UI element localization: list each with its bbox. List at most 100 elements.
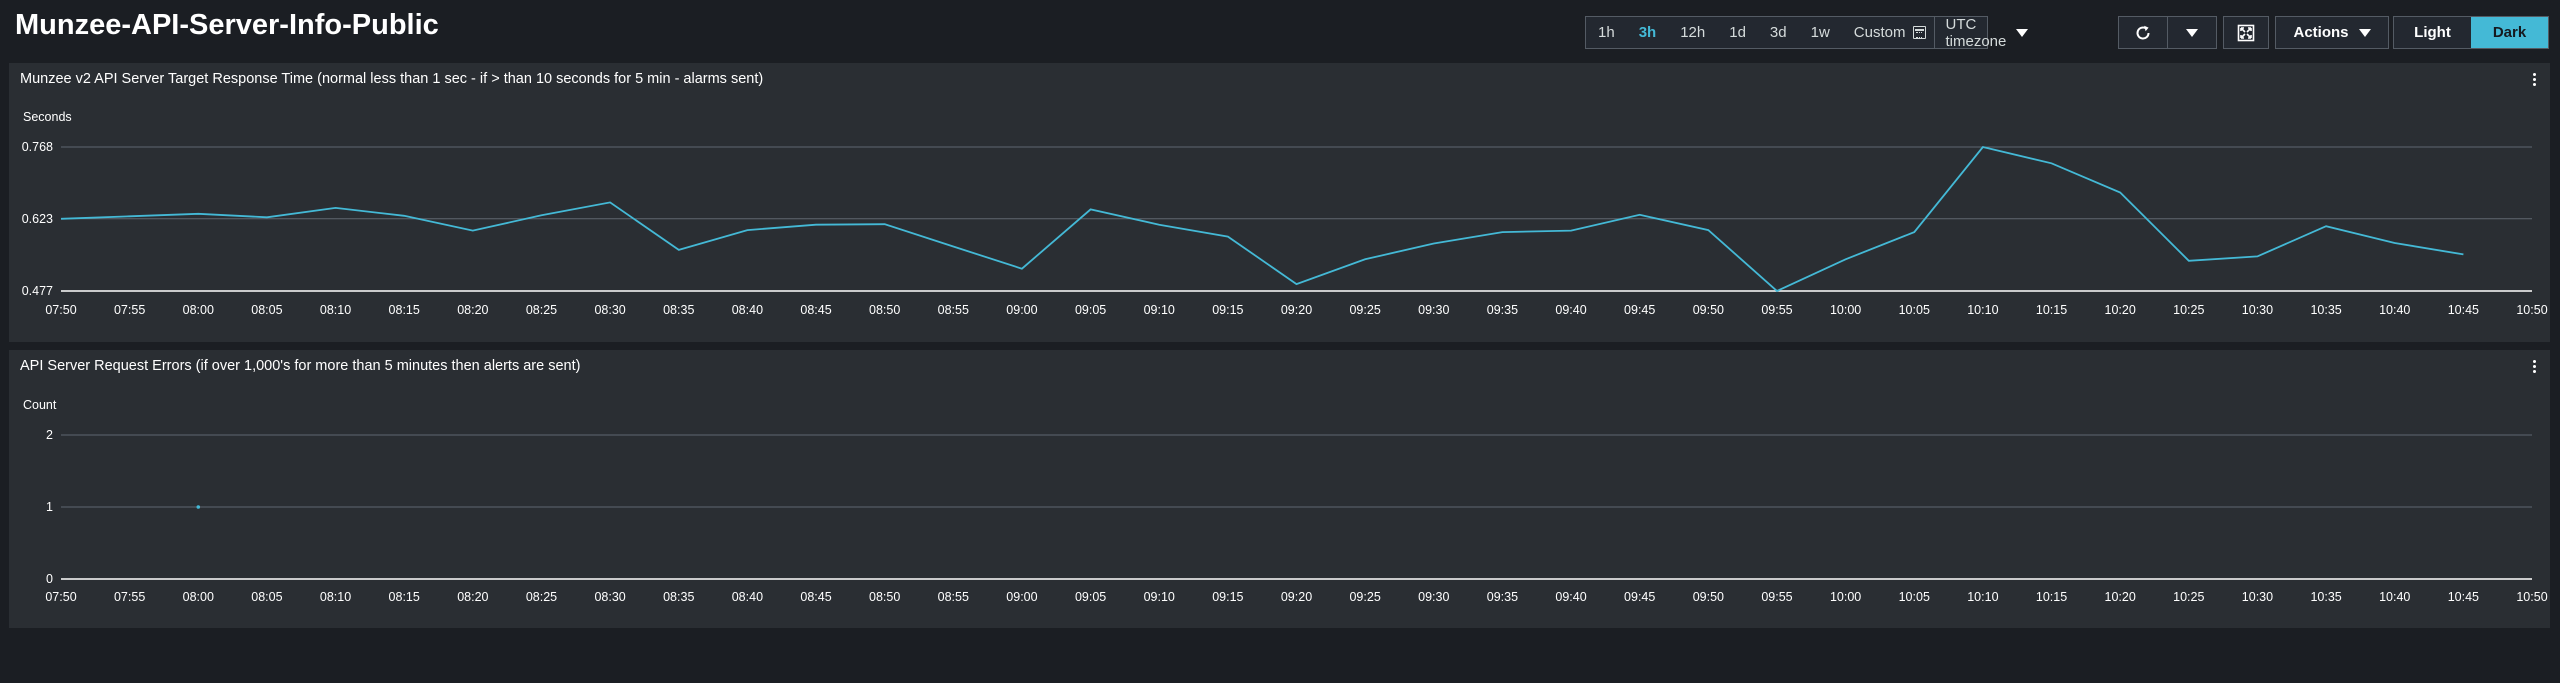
x-tick-label: 10:25 xyxy=(2173,590,2204,604)
x-tick-label: 10:35 xyxy=(2310,303,2341,317)
widget-title: API Server Request Errors (if over 1,000… xyxy=(20,358,581,374)
x-tick-label: 09:35 xyxy=(1487,303,1518,317)
request-errors-chart: Count 0 1 2 07:50 07:55 08:00 08:05 08:10 08:15 08… xyxy=(23,398,2548,604)
theme-light-button[interactable]: Light xyxy=(2414,24,2451,41)
data-point xyxy=(196,505,201,509)
time-range-selector: 1h 3h 12h 1d 3d 1w Custom UTC timezone xyxy=(1585,16,2029,50)
refresh-options-button[interactable] xyxy=(2167,16,2217,49)
x-tick-label: 07:50 xyxy=(45,303,76,317)
x-tick-label: 09:45 xyxy=(1624,303,1655,317)
x-tick-label: 10:30 xyxy=(2242,303,2273,317)
x-tick-label: 08:20 xyxy=(457,303,488,317)
y-axis-label: Count xyxy=(23,398,57,412)
response-time-chart: Seconds 0.477 0.623 0.768 07:50 07:55 08:00 08:… xyxy=(22,110,2548,317)
more-vertical-icon[interactable] xyxy=(2528,70,2542,90)
x-tick-label: 08:45 xyxy=(800,303,831,317)
y-tick-label: 0 xyxy=(46,572,53,586)
refresh-button[interactable] xyxy=(2118,16,2168,49)
caret-down-icon xyxy=(2016,28,2029,37)
custom-range-label: Custom xyxy=(1853,24,1906,41)
widget-response-time: Munzee v2 API Server Target Response Tim… xyxy=(9,63,2550,342)
x-tick-label: 08:15 xyxy=(389,303,420,317)
x-tick-label: 09:55 xyxy=(1761,303,1792,317)
x-tick-label: 09:50 xyxy=(1693,590,1724,604)
x-tick-label: 09:10 xyxy=(1144,590,1175,604)
x-tick-label: 08:50 xyxy=(869,590,900,604)
calendar-icon xyxy=(1913,26,1927,39)
theme-dark-button[interactable]: Dark xyxy=(2471,17,2548,48)
x-tick-label: 08:25 xyxy=(526,303,557,317)
x-tick-label: 10:40 xyxy=(2379,590,2410,604)
x-tick-label: 09:00 xyxy=(1006,590,1037,604)
x-tick-label: 10:00 xyxy=(1830,590,1861,604)
y-tick-label: 0.477 xyxy=(22,284,53,298)
y-tick-label: 2 xyxy=(46,428,53,442)
y-axis-label: Seconds xyxy=(23,110,72,124)
x-tick-label: 09:45 xyxy=(1624,590,1655,604)
x-tick-label: 08:05 xyxy=(251,590,282,604)
x-tick-label: 09:00 xyxy=(1006,303,1037,317)
range-button-12h[interactable]: 12h xyxy=(1680,24,1706,41)
x-tick-label: 09:05 xyxy=(1075,303,1106,317)
x-tick-label: 09:40 xyxy=(1555,303,1586,317)
y-tick-label: 1 xyxy=(46,500,53,514)
range-button-3d[interactable]: 3d xyxy=(1769,24,1787,41)
page-title: Munzee-API-Server-Info-Public xyxy=(15,9,439,41)
x-tick-label: 09:20 xyxy=(1281,590,1312,604)
x-tick-label: 08:20 xyxy=(457,590,488,604)
x-tick-label: 08:50 xyxy=(869,303,900,317)
refresh-icon xyxy=(2136,25,2150,39)
series-line xyxy=(60,145,2464,293)
more-vertical-icon[interactable] xyxy=(2528,357,2542,377)
y-tick-label: 0.623 xyxy=(22,212,53,226)
x-tick-label: 08:35 xyxy=(663,590,694,604)
x-tick-label: 08:10 xyxy=(320,590,351,604)
x-tick-label: 08:30 xyxy=(594,303,625,317)
x-tick-label: 09:30 xyxy=(1418,303,1449,317)
x-tick-label: 08:05 xyxy=(251,303,282,317)
x-tick-label: 08:00 xyxy=(183,303,214,317)
x-tick-label: 08:00 xyxy=(183,590,214,604)
x-tick-label: 10:20 xyxy=(2105,303,2136,317)
x-tick-label: 08:25 xyxy=(526,590,557,604)
x-tick-label: 07:55 xyxy=(114,590,145,604)
fullscreen-button[interactable] xyxy=(2223,16,2269,49)
x-tick-label: 08:10 xyxy=(320,303,351,317)
x-tick-label: 10:15 xyxy=(2036,303,2067,317)
x-tick-label: 09:05 xyxy=(1075,590,1106,604)
x-tick-label: 10:15 xyxy=(2036,590,2067,604)
x-tick-label: 10:45 xyxy=(2448,590,2479,604)
x-tick-label: 10:00 xyxy=(1830,303,1861,317)
caret-down-icon xyxy=(2186,28,2198,37)
x-tick-label: 08:55 xyxy=(938,590,969,604)
actions-label: Actions xyxy=(2293,24,2349,41)
actions-dropdown-button[interactable]: Actions xyxy=(2275,16,2389,49)
x-tick-label: 10:10 xyxy=(1967,590,1998,604)
x-tick-label: 09:35 xyxy=(1487,590,1518,604)
x-tick-label: 10:45 xyxy=(2448,303,2479,317)
x-tick-label: 10:10 xyxy=(1967,303,1998,317)
range-button-1w[interactable]: 1w xyxy=(1810,24,1830,41)
x-tick-label: 10:50 xyxy=(2516,590,2547,604)
range-button-1d[interactable]: 1d xyxy=(1729,24,1746,41)
x-tick-label: 08:35 xyxy=(663,303,694,317)
x-tick-label: 09:25 xyxy=(1349,590,1380,604)
x-tick-label: 07:50 xyxy=(45,590,76,604)
x-tick-label: 09:40 xyxy=(1555,590,1586,604)
x-tick-label: 08:30 xyxy=(594,590,625,604)
y-tick-label: 0.768 xyxy=(22,140,53,154)
range-button-3h[interactable]: 3h xyxy=(1638,24,1657,41)
x-tick-label: 07:55 xyxy=(114,303,145,317)
widget-title: Munzee v2 API Server Target Response Tim… xyxy=(20,71,764,87)
range-button-1h[interactable]: 1h xyxy=(1598,24,1615,41)
x-tick-label: 08:55 xyxy=(938,303,969,317)
x-tick-label: 10:05 xyxy=(1899,303,1930,317)
x-tick-label: 10:40 xyxy=(2379,303,2410,317)
x-tick-label: 10:05 xyxy=(1899,590,1930,604)
x-tick-label: 09:30 xyxy=(1418,590,1449,604)
x-tick-label: 08:40 xyxy=(732,303,763,317)
x-tick-label: 10:50 xyxy=(2516,303,2547,317)
custom-range-button[interactable]: Custom xyxy=(1842,17,1935,48)
fullscreen-icon xyxy=(2237,24,2255,41)
timezone-select[interactable]: UTC timezone xyxy=(1934,16,2038,50)
